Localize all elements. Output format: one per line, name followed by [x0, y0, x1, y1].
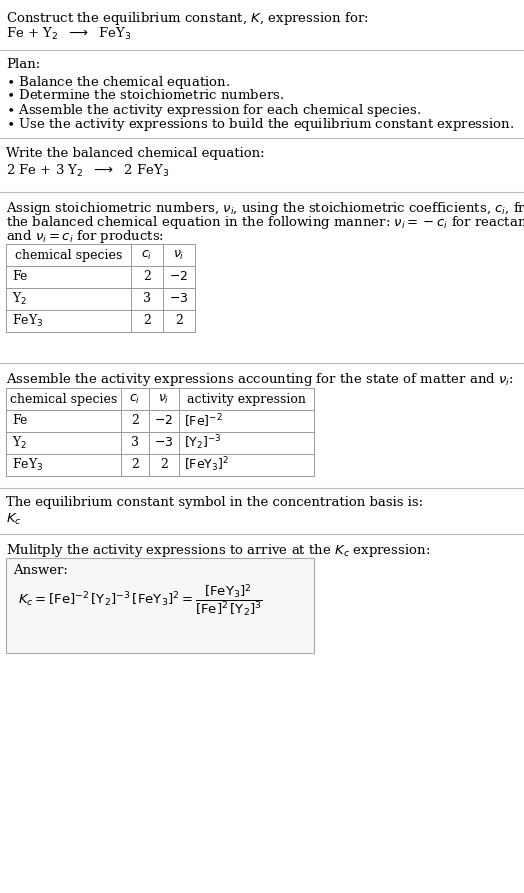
Text: $\bullet$ Balance the chemical equation.: $\bullet$ Balance the chemical equation. [6, 74, 231, 91]
Text: Y$_2$: Y$_2$ [12, 291, 27, 307]
Text: FeY$_3$: FeY$_3$ [12, 457, 43, 473]
Text: $[\mathrm{Fe}]^{-2}$: $[\mathrm{Fe}]^{-2}$ [184, 413, 223, 430]
Text: Assemble the activity expressions accounting for the state of matter and $\nu_i$: Assemble the activity expressions accoun… [6, 371, 514, 388]
Text: 2: 2 [131, 414, 139, 428]
Text: activity expression: activity expression [187, 393, 306, 405]
Text: Y$_2$: Y$_2$ [12, 435, 27, 451]
Text: chemical species: chemical species [15, 248, 122, 262]
Text: Fe: Fe [12, 271, 27, 283]
Text: Construct the equilibrium constant, $\mathit{K}$, expression for:: Construct the equilibrium constant, $\ma… [6, 10, 369, 27]
Text: Fe + Y$_2$  $\longrightarrow$  FeY$_3$: Fe + Y$_2$ $\longrightarrow$ FeY$_3$ [6, 26, 132, 42]
Text: Assign stoichiometric numbers, $\nu_i$, using the stoichiometric coefficients, $: Assign stoichiometric numbers, $\nu_i$, … [6, 200, 524, 217]
Text: $[\mathrm{FeY_3}]^{2}$: $[\mathrm{FeY_3}]^{2}$ [184, 455, 229, 474]
Text: The equilibrium constant symbol in the concentration basis is:: The equilibrium constant symbol in the c… [6, 496, 423, 509]
Text: 2: 2 [175, 314, 183, 328]
Text: the balanced chemical equation in the following manner: $\nu_i = -c_i$ for react: the balanced chemical equation in the fo… [6, 214, 524, 231]
Text: $-3$: $-3$ [169, 293, 189, 305]
Text: Write the balanced chemical equation:: Write the balanced chemical equation: [6, 147, 265, 160]
Text: $\bullet$ Assemble the activity expression for each chemical species.: $\bullet$ Assemble the activity expressi… [6, 102, 421, 119]
Text: 2: 2 [160, 458, 168, 472]
Text: 2 Fe + 3 Y$_2$  $\longrightarrow$  2 FeY$_3$: 2 Fe + 3 Y$_2$ $\longrightarrow$ 2 FeY$_… [6, 163, 170, 179]
Text: and $\nu_i = c_i$ for products:: and $\nu_i = c_i$ for products: [6, 228, 164, 245]
Text: $[\mathrm{Y_2}]^{-3}$: $[\mathrm{Y_2}]^{-3}$ [184, 434, 222, 453]
Text: $-2$: $-2$ [169, 271, 189, 283]
Text: 2: 2 [131, 458, 139, 472]
Text: $-2$: $-2$ [155, 414, 173, 428]
Text: Mulitply the activity expressions to arrive at the $K_c$ expression:: Mulitply the activity expressions to arr… [6, 542, 430, 559]
Text: $c_i$: $c_i$ [129, 392, 140, 405]
Text: $\bullet$ Determine the stoichiometric numbers.: $\bullet$ Determine the stoichiometric n… [6, 88, 285, 102]
Text: $K_c = [\mathrm{Fe}]^{-2}\,[\mathrm{Y_2}]^{-3}\,[\mathrm{FeY_3}]^{2} = \dfrac{[\: $K_c = [\mathrm{Fe}]^{-2}\,[\mathrm{Y_2}… [18, 583, 263, 619]
Text: 3: 3 [143, 293, 151, 305]
Text: Answer:: Answer: [13, 564, 68, 577]
Text: Fe: Fe [12, 414, 27, 428]
Text: $-3$: $-3$ [154, 437, 173, 449]
Text: $c_i$: $c_i$ [141, 248, 152, 262]
Text: $\nu_i$: $\nu_i$ [158, 392, 170, 405]
Text: 3: 3 [131, 437, 139, 449]
FancyBboxPatch shape [6, 558, 314, 653]
Text: $\nu_i$: $\nu_i$ [173, 248, 184, 262]
Text: $K_c$: $K_c$ [6, 512, 21, 527]
Text: 2: 2 [143, 271, 151, 283]
Text: 2: 2 [143, 314, 151, 328]
Text: $\bullet$ Use the activity expressions to build the equilibrium constant express: $\bullet$ Use the activity expressions t… [6, 116, 514, 133]
Text: chemical species: chemical species [10, 393, 117, 405]
Text: FeY$_3$: FeY$_3$ [12, 313, 43, 329]
Text: Plan:: Plan: [6, 58, 40, 71]
